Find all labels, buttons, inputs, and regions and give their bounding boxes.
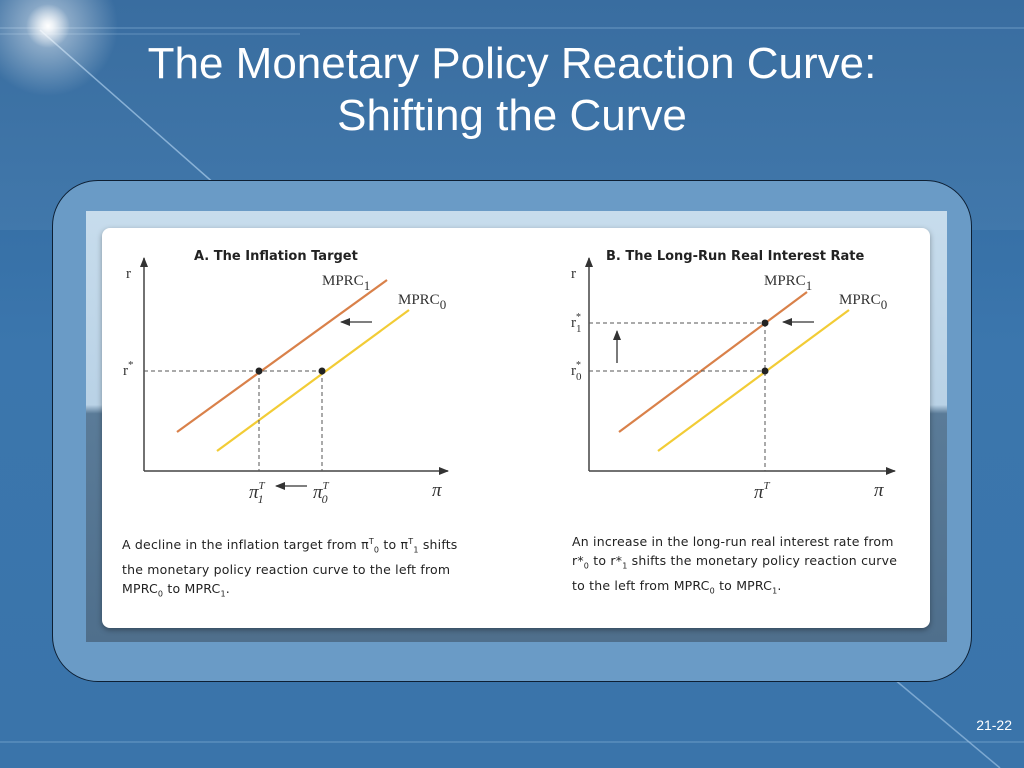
panel-a-x-tick-pi0: πT 0 (313, 480, 330, 506)
panel-b-mprc0-line (657, 309, 850, 452)
slide-title-line-1: The Monetary Policy Reaction Curve: (147, 39, 877, 88)
panel-b-y-tick-r1: r* 1 (571, 312, 582, 335)
panel-b-mprc1-line (618, 291, 808, 433)
panel-a-y-tick-r-star: r* (123, 359, 134, 379)
panel-b-mprc0-label: MPRC0 (839, 292, 887, 312)
panel-b-y-axis-label: r (571, 266, 576, 282)
slide-title-line-2: Shifting the Curve (337, 91, 687, 140)
panel-a-mprc1-line (176, 279, 388, 433)
panel-b-mprc1-label: MPRC1 (764, 273, 812, 293)
panel-a-y-axis-label: r (126, 266, 131, 282)
panel-a-point-mprc1 (255, 367, 263, 375)
panel-a-x-tick-pi1: πT 1 (249, 480, 266, 506)
figure-card (102, 228, 930, 628)
slide-title: The Monetary Policy Reaction Curve: Shif… (0, 38, 1024, 142)
page-number: 21-22 (976, 717, 1012, 733)
panel-a: A. The Inflation Target r π r* MPRC1 MPR… (123, 249, 449, 506)
panel-a-mprc0-line (216, 309, 410, 452)
panel-a-x-axis-label: π (432, 480, 442, 501)
panel-a-caption: A decline in the inflation target from π… (122, 537, 458, 599)
panel-b-x-axis-label: π (874, 480, 884, 501)
panel-a-mprc0-label: MPRC0 (398, 292, 446, 312)
panel-b-caption: An increase in the long-run real interes… (572, 534, 898, 595)
light-flare (26, 4, 70, 48)
figure: A. The Inflation Target r π r* MPRC1 MPR… (123, 249, 896, 506)
panel-b: B. The Long-Run Real Interest Rate r π r… (571, 249, 896, 503)
panel-a-title: A. The Inflation Target (194, 249, 358, 264)
panel-a-point-mprc0 (318, 367, 326, 375)
panel-b-title: B. The Long-Run Real Interest Rate (606, 249, 864, 264)
panel-b-x-tick-pi-target: πT (754, 480, 771, 503)
panel-a-mprc1-label: MPRC1 (322, 273, 370, 293)
panel-b-y-tick-r0: r* 0 (571, 360, 582, 383)
panel-b-point-mprc0 (761, 367, 769, 375)
panel-b-point-mprc1 (761, 319, 769, 327)
